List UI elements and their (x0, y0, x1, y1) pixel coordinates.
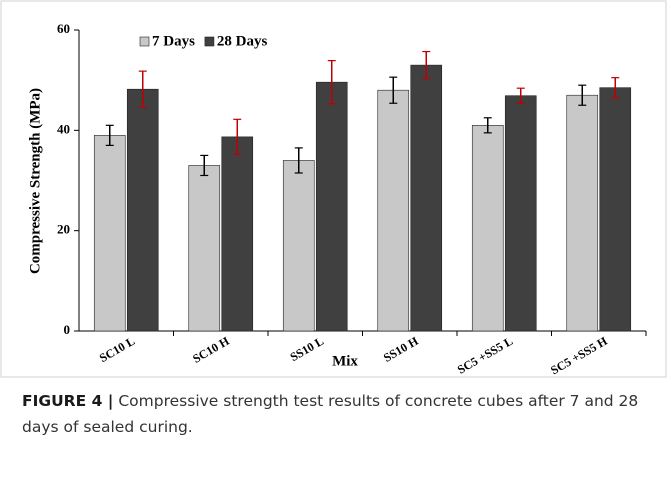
bar (221, 136, 254, 332)
bar (410, 64, 443, 332)
bar (93, 135, 126, 332)
bar (282, 160, 315, 332)
bar (471, 125, 504, 332)
bar (377, 89, 410, 332)
x-tick-label: SC5 +SS5 L (455, 334, 515, 377)
bar (315, 81, 348, 332)
legend-label: 28 Days (217, 33, 268, 49)
x-axis-label: Mix (332, 353, 358, 369)
bar (599, 87, 632, 332)
bar (126, 88, 159, 332)
x-tick-label: SC5 +SS5 H (548, 334, 610, 378)
bar (566, 94, 599, 332)
y-axis-label: Compressive Strength (MPa) (27, 88, 43, 274)
x-tick-label: SS10 L (288, 334, 326, 364)
x-tick-label: SC10 H (190, 334, 232, 366)
chart: Compressive Strength (MPa) Mix 0 20 40 60 SC… (0, 0, 667, 378)
caption-text: Compressive strength test results of con… (22, 392, 639, 436)
y-tick-label: 60 (57, 21, 70, 36)
y-tick-label: 0 (64, 322, 71, 337)
caption-label: FIGURE 4 | (22, 392, 114, 410)
y-tick-label: 40 (57, 121, 70, 136)
x-tick-label: SC10 L (97, 334, 137, 365)
legend-swatch (139, 36, 150, 47)
y-tick-label: 20 (57, 222, 70, 237)
bar (188, 165, 221, 332)
x-tick-label: SS10 H (381, 334, 421, 365)
legend-swatch (204, 36, 215, 47)
caption: FIGURE 4 | Compressive strength test res… (22, 388, 652, 440)
bar (504, 95, 537, 332)
chart-frame (0, 0, 667, 378)
legend-label: 7 Days (152, 33, 195, 49)
